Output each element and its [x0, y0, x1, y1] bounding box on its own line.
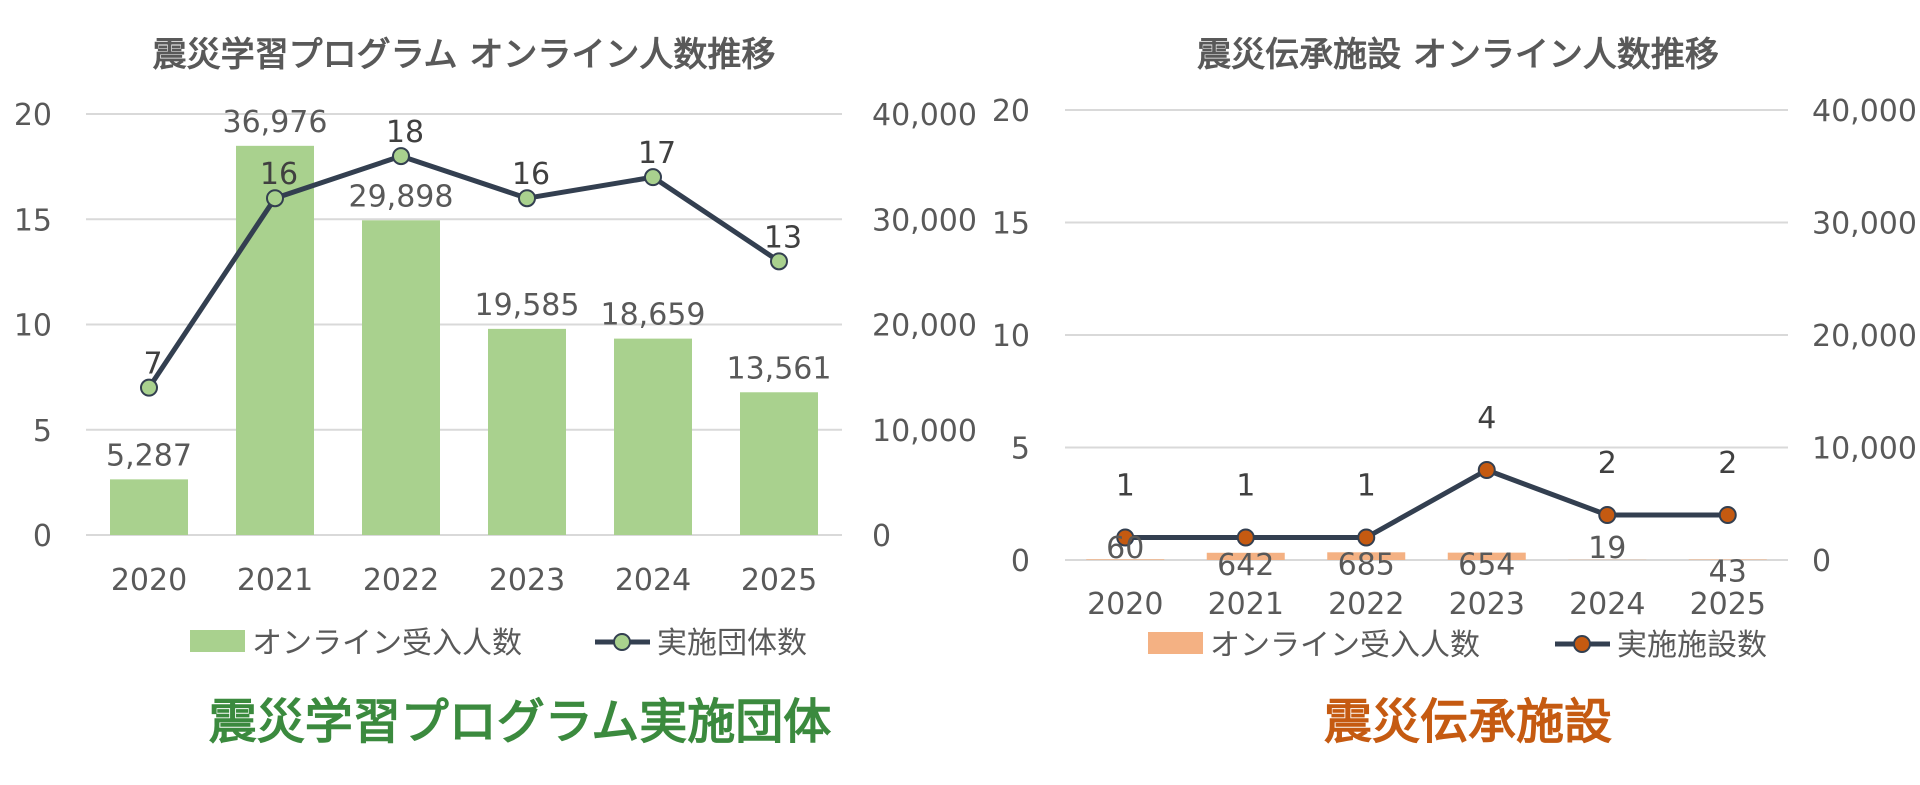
- legend-bar-swatch: [1148, 632, 1203, 654]
- line-data-label: 1: [1357, 469, 1376, 504]
- line-data-label: 17: [638, 136, 676, 171]
- x-axis-tick-label: 2022: [1328, 587, 1404, 622]
- legend-line-label: 実施団体数: [657, 626, 807, 661]
- right-axis-tick-label: 20,000: [1812, 319, 1917, 354]
- left-axis-tick-label: 20: [992, 94, 1030, 129]
- line-data-label: 16: [260, 157, 298, 192]
- right-axis-tick-label: 0: [872, 519, 891, 554]
- bar-2023: [488, 328, 566, 535]
- line-data-label: 1: [1236, 469, 1255, 504]
- line-point-2023: [1477, 461, 1496, 479]
- right-axis-tick-label: 20,000: [872, 309, 977, 344]
- right-axis-tick-label: 40,000: [1812, 94, 1917, 129]
- x-axis-tick-label: 2023: [489, 563, 565, 598]
- bar-2024: [614, 338, 692, 535]
- right-axis-tick-label: 30,000: [1812, 207, 1917, 242]
- legend-line-marker: [613, 633, 631, 651]
- right-axis-tick-label: 10,000: [1812, 432, 1917, 467]
- right-axis-tick-label: 30,000: [872, 203, 977, 238]
- chart-title: 震災伝承施設 オンライン人数推移: [1197, 35, 1719, 75]
- right-axis-tick-label: 10,000: [872, 414, 977, 449]
- bar-data-label: 18,659: [601, 298, 706, 333]
- line-point-2025: [770, 252, 788, 271]
- line-data-label: 13: [764, 220, 802, 255]
- left-axis-tick-label: 10: [14, 309, 52, 344]
- chart-1: 震災学習プログラム オンライン人数推移 0 0 5 10,000 10 20,000 15 30…: [14, 35, 977, 750]
- series-line: [1125, 467, 1728, 540]
- bar-data-label: 29,898: [349, 179, 454, 214]
- legend-bar-swatch: [190, 630, 245, 652]
- bar-data-label: 685: [1338, 547, 1395, 582]
- bar-data-label: 642: [1217, 548, 1274, 583]
- bar-data-label: 36,976: [223, 105, 328, 140]
- x-axis-tick-label: 2020: [111, 563, 187, 598]
- x-axis-tick-label: 2023: [1449, 587, 1525, 622]
- bar-2020: [110, 479, 188, 535]
- line-point-2020: [140, 378, 158, 397]
- chart-caption: 震災伝承施設: [1324, 694, 1612, 750]
- line-data-label: 2: [1598, 446, 1617, 481]
- line-point-2023: [518, 189, 536, 208]
- left-axis-tick-label: 5: [1011, 432, 1030, 467]
- line-point-2024: [644, 168, 662, 187]
- left-axis-tick-label: 0: [1011, 544, 1030, 579]
- bar-2020: [1086, 559, 1165, 560]
- line-data-label: 2: [1718, 446, 1737, 481]
- line-point-2021: [1236, 528, 1255, 547]
- left-axis-tick-label: 0: [33, 519, 52, 554]
- bar-data-label: 19: [1588, 531, 1626, 566]
- line-data-label: 4: [1477, 401, 1496, 436]
- bar-data-label: 43: [1709, 555, 1747, 590]
- line-point-2021: [266, 189, 284, 208]
- x-axis-tick-label: 2020: [1087, 587, 1163, 622]
- left-axis-tick-label: 20: [14, 98, 52, 133]
- bar-data-label: 654: [1458, 548, 1515, 583]
- chart-2: 震災伝承施設 オンライン人数推移 0 0 5 10,000 10 20,000 15 30,00…: [992, 35, 1917, 750]
- bar-data-label: 19,585: [475, 288, 580, 323]
- line-data-label: 1: [1116, 469, 1135, 504]
- bar-2021: [236, 145, 314, 535]
- x-axis-tick-label: 2025: [1690, 587, 1766, 622]
- chart-title: 震災学習プログラム オンライン人数推移: [153, 35, 776, 75]
- legend-bar-label: オンライン受入人数: [252, 626, 522, 661]
- chart-caption: 震災学習プログラム実施団体: [209, 694, 832, 750]
- bar-2023: [1447, 552, 1526, 560]
- bar-2021: [1206, 552, 1285, 560]
- series-line: [146, 153, 781, 390]
- x-axis-tick-label: 2024: [1569, 587, 1645, 622]
- line-point-2025: [1718, 506, 1737, 524]
- x-axis-tick-label: 2024: [615, 563, 691, 598]
- legend-line-marker: [1573, 635, 1591, 653]
- bar-data-label: 13,561: [727, 351, 832, 386]
- x-axis-tick-label: 2021: [237, 563, 313, 598]
- line-data-label: 18: [386, 115, 424, 150]
- bar-data-label: 60: [1106, 531, 1144, 566]
- bar-2022: [362, 220, 440, 535]
- bar-data-label: 5,287: [106, 438, 192, 473]
- x-axis-tick-label: 2025: [741, 563, 817, 598]
- line-point-2020: [1116, 528, 1135, 547]
- x-axis-tick-label: 2021: [1208, 587, 1284, 622]
- legend-line-label: 実施施設数: [1617, 628, 1767, 663]
- right-axis-tick-label: 40,000: [872, 98, 977, 133]
- line-point-2022: [1357, 528, 1376, 547]
- left-axis-tick-label: 10: [992, 319, 1030, 354]
- left-axis-tick-label: 15: [992, 207, 1030, 242]
- x-axis-tick-label: 2022: [363, 563, 439, 598]
- line-point-2022: [392, 147, 410, 166]
- right-axis-tick-label: 0: [1812, 544, 1831, 579]
- legend-bar-label: オンライン受入人数: [1210, 628, 1480, 663]
- line-data-label: 16: [512, 157, 550, 192]
- left-axis-tick-label: 15: [14, 203, 52, 238]
- line-point-2024: [1598, 506, 1617, 524]
- line-data-label: 7: [143, 347, 162, 382]
- left-axis-tick-label: 5: [33, 414, 52, 449]
- bar-2025: [740, 392, 818, 535]
- bar-2022: [1327, 552, 1406, 560]
